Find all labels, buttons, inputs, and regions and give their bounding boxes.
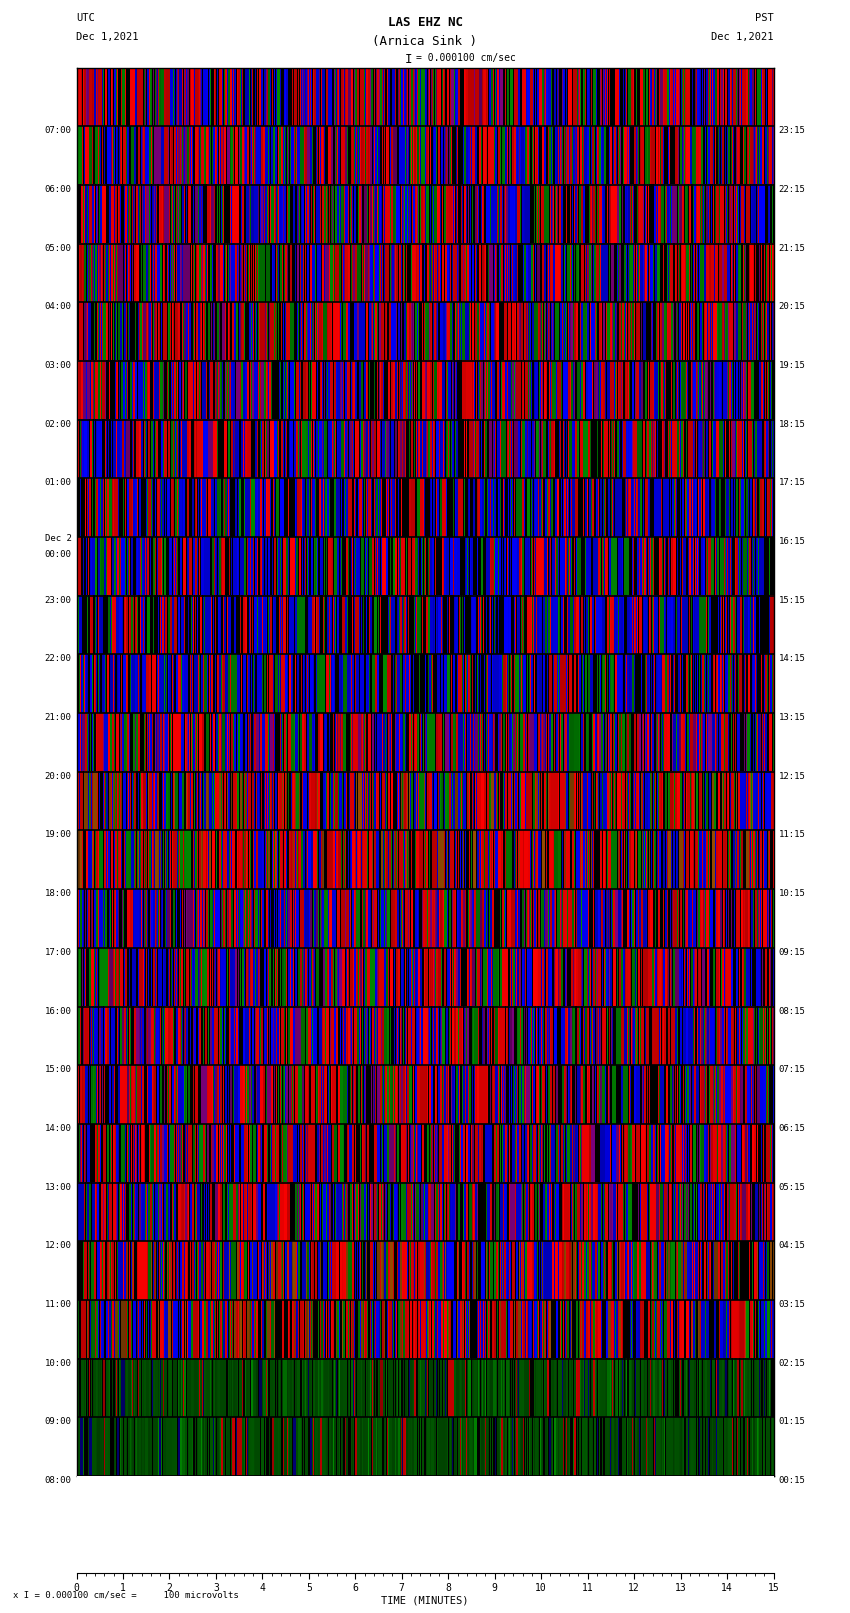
Text: Dec 1,2021: Dec 1,2021 <box>76 32 139 42</box>
Text: 05:15: 05:15 <box>779 1182 806 1192</box>
Text: 04:00: 04:00 <box>44 303 71 311</box>
Text: 06:00: 06:00 <box>44 185 71 194</box>
Text: 00:15: 00:15 <box>779 1476 806 1486</box>
Text: 16:15: 16:15 <box>779 537 806 547</box>
Text: 22:00: 22:00 <box>44 655 71 663</box>
Text: 21:00: 21:00 <box>44 713 71 723</box>
Text: UTC: UTC <box>76 13 95 23</box>
Text: 08:00: 08:00 <box>44 1476 71 1486</box>
Text: 02:15: 02:15 <box>779 1358 806 1368</box>
Text: PST: PST <box>755 13 774 23</box>
Text: 00:00: 00:00 <box>44 550 71 560</box>
Text: 03:00: 03:00 <box>44 361 71 369</box>
Text: 16:00: 16:00 <box>44 1007 71 1016</box>
Text: 11:00: 11:00 <box>44 1300 71 1308</box>
Text: LAS EHZ NC: LAS EHZ NC <box>388 16 462 29</box>
Text: = 0.000100 cm/sec: = 0.000100 cm/sec <box>416 53 516 63</box>
Text: 22:15: 22:15 <box>779 185 806 194</box>
Text: 05:00: 05:00 <box>44 244 71 253</box>
Text: 11:15: 11:15 <box>779 831 806 839</box>
Text: 02:00: 02:00 <box>44 419 71 429</box>
Text: 19:00: 19:00 <box>44 831 71 839</box>
Text: 12:15: 12:15 <box>779 773 806 781</box>
Text: 19:15: 19:15 <box>779 361 806 369</box>
Text: 09:00: 09:00 <box>44 1418 71 1426</box>
Text: 18:15: 18:15 <box>779 419 806 429</box>
Text: 14:00: 14:00 <box>44 1124 71 1132</box>
Text: 20:00: 20:00 <box>44 773 71 781</box>
Text: 17:15: 17:15 <box>779 479 806 487</box>
Text: x I = 0.000100 cm/sec =     100 microvolts: x I = 0.000100 cm/sec = 100 microvolts <box>13 1590 239 1600</box>
Text: 13:00: 13:00 <box>44 1182 71 1192</box>
Text: 15:00: 15:00 <box>44 1065 71 1074</box>
Text: 18:00: 18:00 <box>44 889 71 898</box>
Text: (Arnica Sink ): (Arnica Sink ) <box>372 35 478 48</box>
Text: Dec 2: Dec 2 <box>44 534 71 544</box>
X-axis label: TIME (MINUTES): TIME (MINUTES) <box>382 1595 468 1607</box>
Text: 15:15: 15:15 <box>779 595 806 605</box>
Text: 01:00: 01:00 <box>44 479 71 487</box>
Text: 20:15: 20:15 <box>779 303 806 311</box>
Text: 07:15: 07:15 <box>779 1065 806 1074</box>
Text: 14:15: 14:15 <box>779 655 806 663</box>
Text: I: I <box>405 53 411 66</box>
Text: 10:15: 10:15 <box>779 889 806 898</box>
Text: 03:15: 03:15 <box>779 1300 806 1308</box>
Text: 01:15: 01:15 <box>779 1418 806 1426</box>
Text: 04:15: 04:15 <box>779 1242 806 1250</box>
Text: 06:15: 06:15 <box>779 1124 806 1132</box>
Text: 08:15: 08:15 <box>779 1007 806 1016</box>
Text: 09:15: 09:15 <box>779 948 806 957</box>
Text: 12:00: 12:00 <box>44 1242 71 1250</box>
Text: 10:00: 10:00 <box>44 1358 71 1368</box>
Text: 17:00: 17:00 <box>44 948 71 957</box>
Text: 23:15: 23:15 <box>779 126 806 135</box>
Text: 13:15: 13:15 <box>779 713 806 723</box>
Text: 23:00: 23:00 <box>44 595 71 605</box>
Text: 21:15: 21:15 <box>779 244 806 253</box>
Text: 07:00: 07:00 <box>44 126 71 135</box>
Text: Dec 1,2021: Dec 1,2021 <box>711 32 774 42</box>
